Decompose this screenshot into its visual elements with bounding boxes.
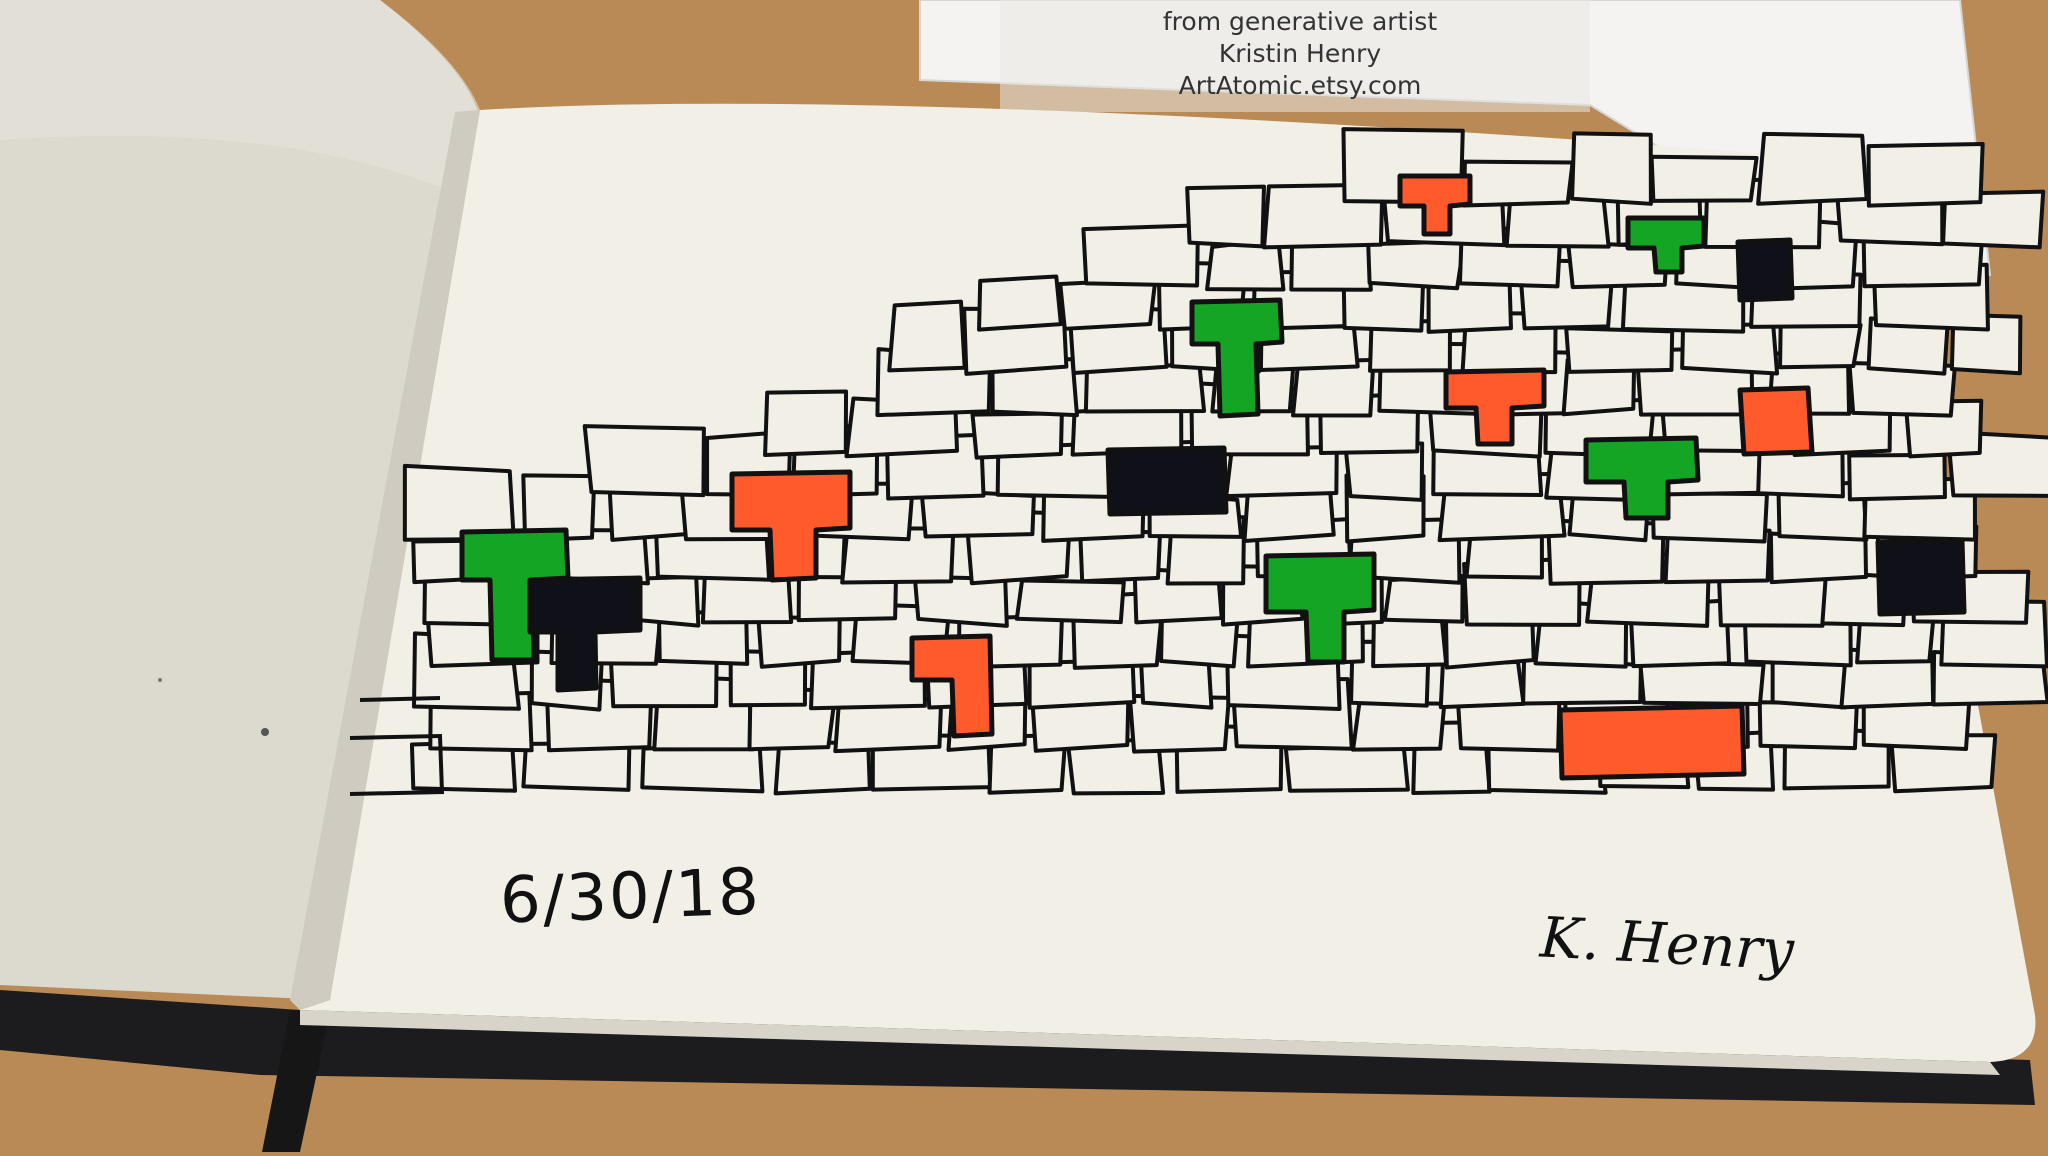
ink-tile [1649, 154, 1759, 203]
ink-tile [1462, 159, 1575, 208]
ink-tile [1756, 131, 1869, 206]
green-tile [1263, 551, 1377, 665]
black-tile [1105, 445, 1229, 517]
left-page-highlight [0, 0, 480, 200]
ink-tile [402, 463, 516, 542]
ink-tile [521, 473, 597, 543]
ink-tile [1866, 141, 1985, 208]
green-tile [459, 527, 571, 663]
ink-tile [608, 658, 719, 709]
red-tile [1737, 385, 1815, 457]
ink-tile [970, 411, 1064, 460]
black-tile [1735, 237, 1795, 303]
paper-speck [261, 728, 269, 736]
card-line-name: Kristin Henry [1218, 39, 1382, 68]
black-tile [527, 575, 643, 693]
ink-tile [1283, 742, 1410, 793]
ink-tile [977, 274, 1063, 332]
ink-tile [582, 424, 706, 498]
ink-tile [1564, 326, 1675, 374]
ink-tile [640, 742, 765, 794]
ink-tile [1058, 277, 1158, 331]
green-tile [1583, 435, 1701, 521]
ink-tile [1847, 452, 1947, 502]
ink-stroke [349, 733, 445, 796]
ink-tile [1014, 578, 1126, 625]
colored-tiles [459, 173, 1967, 781]
green-tile [1189, 297, 1285, 419]
ink-tile [763, 389, 849, 458]
ink-tile [756, 614, 842, 669]
artist-signature: K. Henry [1538, 905, 1796, 984]
card-label-strip [1000, 0, 1590, 112]
ink-tile [1351, 700, 1447, 752]
ribbon-bookmark [262, 1010, 330, 1152]
card-line-website: ArtAtomic.etsy.com [1178, 71, 1422, 100]
ink-stroke [359, 696, 441, 702]
red-tile [1397, 173, 1473, 237]
ink-tile [912, 574, 1009, 628]
tile-grid [349, 127, 2048, 796]
red-tile [729, 469, 853, 583]
ink-tile [887, 299, 967, 373]
page-bottom-edge [300, 1010, 2000, 1075]
red-tile [1557, 703, 1747, 781]
paper-speck [158, 678, 162, 682]
black-tile [1875, 537, 1967, 617]
card-text: from generative artist Kristin Henry Art… [1000, 6, 1600, 102]
ink-tile [840, 526, 956, 585]
ink-tile [1185, 184, 1266, 249]
ink-tile [1366, 239, 1467, 291]
red-tile [909, 633, 995, 739]
sketch-date: 6/30/18 [498, 855, 762, 939]
ink-tile [1941, 189, 2046, 250]
red-tile [1443, 367, 1547, 447]
ink-tile [1081, 223, 1200, 288]
ink-tile [1638, 659, 1766, 707]
card-line-artist: from generative artist [1162, 7, 1438, 36]
ink-tile [1570, 131, 1653, 206]
ink-tile [1717, 576, 1830, 628]
page-gutter [290, 110, 480, 1010]
green-tile [1625, 215, 1707, 275]
ink-tile [1778, 322, 1863, 370]
